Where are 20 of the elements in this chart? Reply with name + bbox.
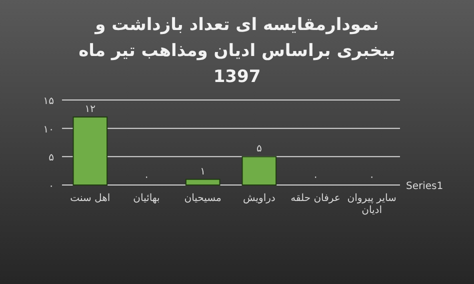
data-label: ۰: [369, 172, 375, 183]
data-label: ۱: [200, 166, 206, 178]
bar: [72, 116, 108, 186]
x-tick-label: بهائیان: [133, 193, 160, 204]
text: Series1: [406, 181, 444, 192]
y-tick-label: ۱۵: [43, 96, 54, 107]
x-tick-label: اهل سنت: [70, 193, 110, 204]
data-label: ۰: [312, 172, 318, 183]
x-tick-label: عرفان حلقه: [290, 193, 340, 204]
data-label: ۰: [144, 172, 150, 183]
y-tick-label: ۱۰: [43, 124, 54, 136]
y-tick-label: ۰: [48, 181, 54, 192]
bar: [185, 178, 220, 186]
bar: [242, 156, 277, 186]
data-label: ۵: [256, 144, 262, 155]
data-label: ۱۲: [84, 104, 96, 115]
x-tick-label: دراویش: [242, 193, 276, 204]
x-tick-label: مسیحیان: [184, 193, 222, 204]
y-tick-label: ۵: [48, 152, 54, 164]
x-tick-label: سایر پیروان ادیان: [347, 193, 396, 216]
